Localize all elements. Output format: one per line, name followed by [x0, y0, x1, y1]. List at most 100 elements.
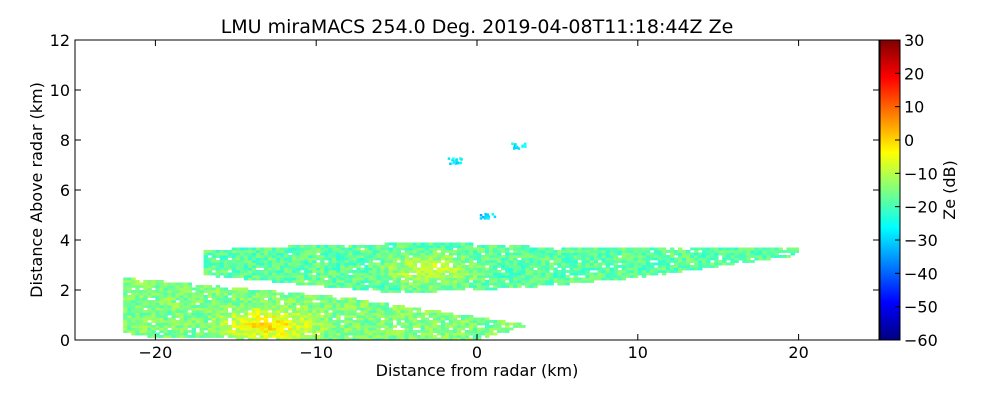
ze-cell — [268, 272, 273, 276]
ze-cell — [352, 247, 357, 251]
ze-cell — [493, 282, 498, 286]
ze-cell — [215, 335, 221, 338]
ze-cell — [231, 272, 237, 276]
ze-cell — [364, 307, 369, 311]
ze-cell — [489, 257, 494, 261]
ze-cell — [247, 265, 253, 268]
ze-cell — [396, 307, 401, 311]
ze-cell — [276, 305, 281, 308]
ze-cell — [360, 307, 365, 311]
ze-cell — [593, 257, 598, 261]
ze-cell — [199, 315, 204, 318]
ze-cell — [296, 260, 301, 263]
ze-cell — [448, 315, 454, 318]
ze-cell — [328, 337, 333, 341]
ze-cell — [517, 270, 522, 273]
ze-cell — [263, 270, 269, 273]
ze-cell — [376, 322, 381, 326]
ze-cell — [613, 270, 619, 273]
ze-cell — [416, 275, 422, 278]
ze-cell — [388, 270, 393, 273]
y-tick-label: 0 — [60, 331, 70, 350]
ze-cell — [645, 267, 651, 271]
ze-cell — [308, 270, 313, 273]
ze-cell — [633, 247, 639, 251]
ze-cell — [469, 270, 474, 273]
ze-cell — [235, 335, 241, 338]
ze-cell — [263, 320, 269, 323]
ze-cell — [243, 277, 249, 281]
ze-cell — [316, 325, 321, 328]
ze-cell — [416, 255, 422, 258]
ze-cell — [123, 290, 128, 293]
ze-cell — [364, 287, 369, 291]
ze-cell — [296, 295, 301, 298]
ze-cell — [123, 295, 128, 298]
ze-cell — [356, 262, 361, 266]
ze-cell — [368, 252, 373, 256]
ze-cell — [674, 260, 679, 263]
ze-cell — [549, 275, 554, 278]
ze-cell — [436, 287, 442, 291]
ze-cell — [537, 272, 542, 276]
ze-cell — [284, 265, 289, 268]
ze-cell — [316, 322, 321, 326]
ze-cell — [762, 247, 767, 251]
ze-cell — [364, 245, 369, 248]
ze-cell — [163, 322, 168, 326]
ze-cell — [143, 312, 148, 316]
ze-cell — [533, 252, 538, 256]
ze-cell — [448, 280, 454, 283]
ze-cell — [235, 307, 241, 311]
ze-cell — [509, 262, 514, 266]
ze-cell — [127, 300, 132, 303]
ze-cell — [428, 260, 434, 263]
ze-cell — [227, 275, 233, 278]
ze-cell — [364, 302, 369, 306]
ze-cell — [396, 305, 401, 308]
ze-cell — [199, 322, 204, 326]
ze-cell — [255, 337, 261, 341]
ze-cell — [521, 247, 526, 251]
ze-cell — [380, 277, 385, 281]
ze-cell — [477, 272, 482, 276]
ze-cell — [203, 307, 208, 311]
ze-cell — [428, 290, 434, 293]
ze-cell — [300, 277, 305, 281]
ze-cell — [416, 280, 422, 283]
ze-cell — [263, 277, 269, 281]
ze-cell — [312, 265, 317, 268]
ze-cell — [324, 275, 329, 278]
ze-cell — [545, 262, 550, 266]
ze-cell — [147, 317, 152, 321]
ze-cell — [187, 322, 192, 326]
ze-cell — [324, 310, 329, 313]
ze-cell — [199, 292, 204, 296]
ze-cell — [674, 267, 679, 271]
ze-cell — [625, 275, 631, 278]
ze-cell — [432, 245, 438, 248]
ze-cell — [284, 260, 289, 263]
ze-cell — [456, 325, 462, 328]
ze-cell — [513, 280, 518, 283]
ze-cell — [452, 317, 458, 321]
ze-cell — [452, 285, 458, 288]
ze-cell — [432, 280, 438, 283]
ze-cell — [416, 307, 422, 311]
ze-cell — [336, 305, 341, 308]
ze-cell — [432, 287, 438, 291]
ze-cell — [440, 320, 446, 323]
ze-cell — [412, 245, 418, 248]
ze-cell — [215, 322, 221, 326]
ze-cell — [211, 300, 217, 303]
ze-cell — [288, 260, 293, 263]
ze-cell — [147, 282, 152, 286]
ze-cell — [521, 262, 526, 266]
ze-cell — [195, 292, 200, 296]
ze-cell — [392, 252, 397, 256]
ze-cell — [247, 307, 253, 311]
ze-cell — [139, 300, 144, 303]
ze-cell — [155, 320, 160, 323]
ze-cell — [589, 272, 594, 276]
ze-cell — [324, 305, 329, 308]
